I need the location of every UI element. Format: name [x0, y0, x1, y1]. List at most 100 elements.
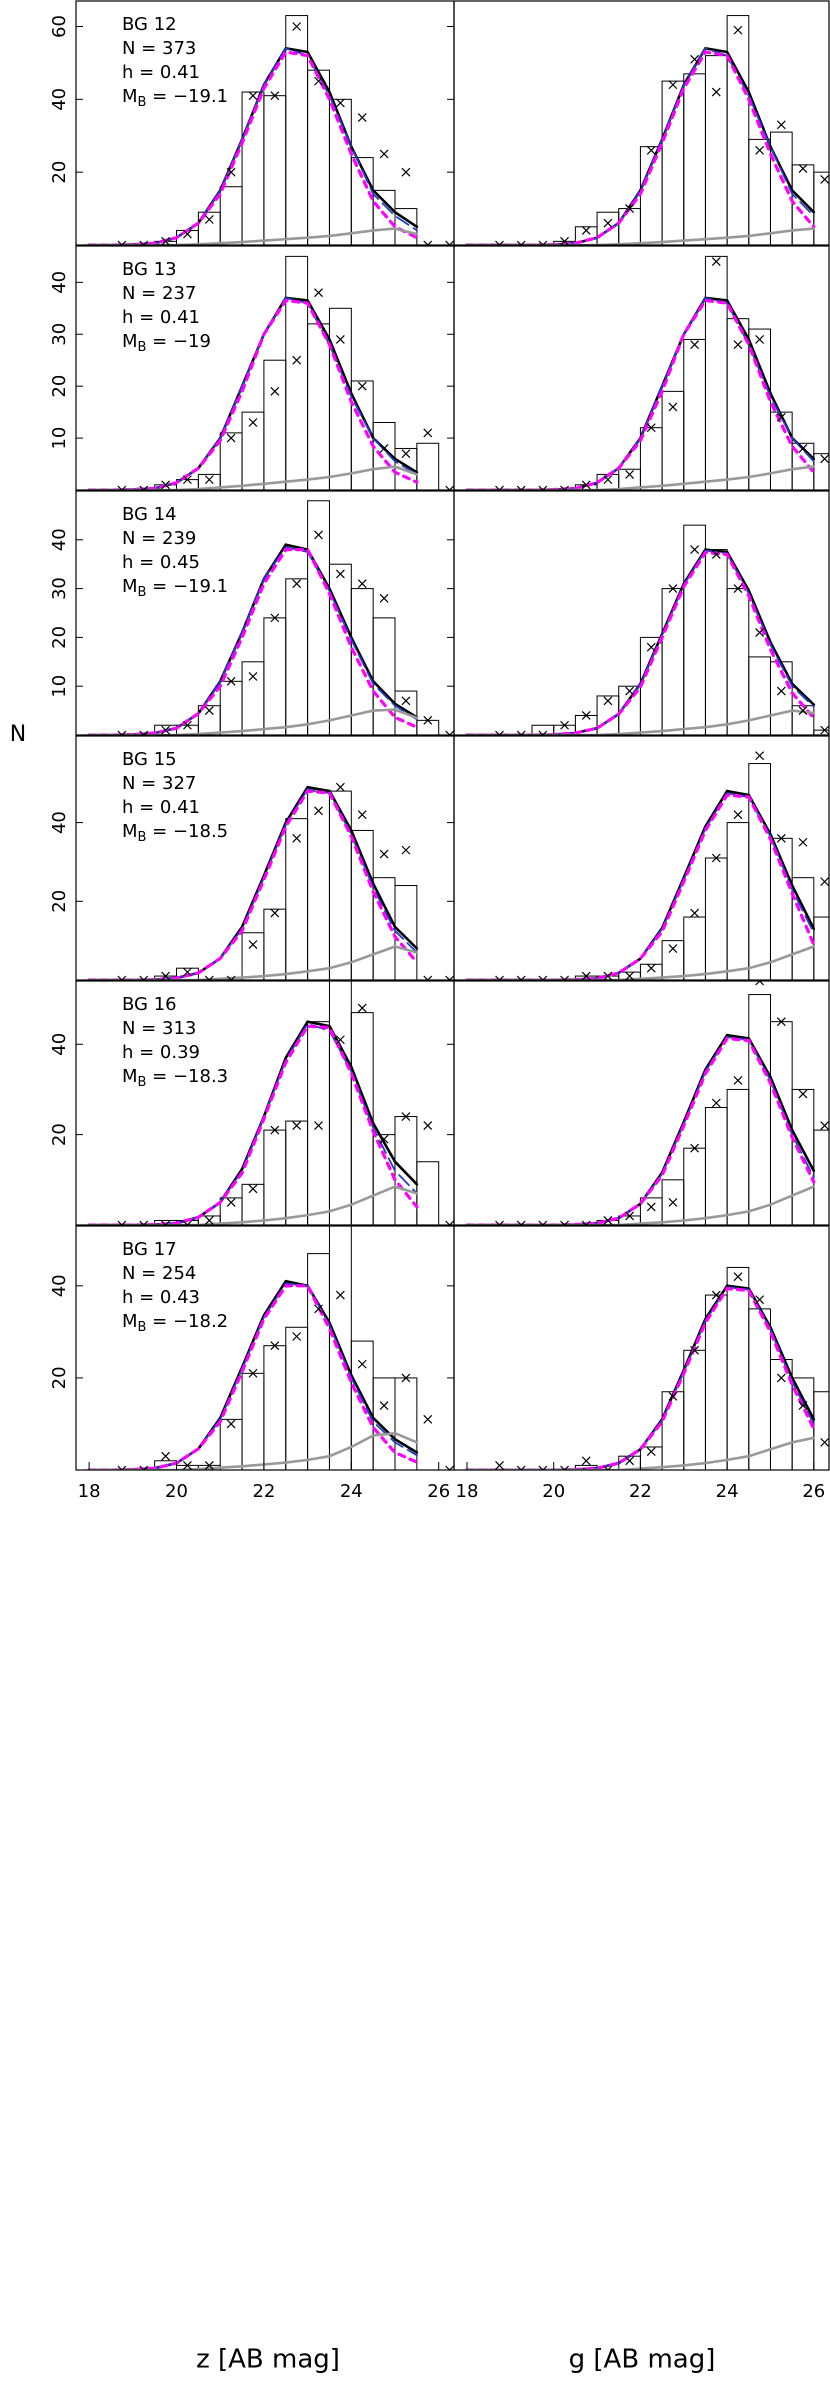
data-point [117, 485, 127, 490]
histogram-bar [416, 719, 440, 735]
data-point [161, 236, 171, 245]
data-point [139, 485, 149, 490]
panel [87, 500, 454, 735]
data-point [183, 1220, 192, 1225]
data-point [516, 240, 526, 245]
data-point [161, 971, 171, 980]
data-point [117, 730, 127, 735]
data-point [292, 1121, 302, 1131]
annotation: h = 0.39 [122, 1042, 200, 1063]
histogram-bar [726, 1088, 750, 1225]
annotation-symbol: M [122, 1311, 138, 1332]
data-point [581, 226, 591, 235]
model-curve [88, 546, 418, 735]
x-tick-label: 22 [629, 1481, 652, 1502]
y-tick-label: 10 [49, 427, 70, 450]
histogram-bar [748, 656, 771, 735]
data-point [560, 975, 569, 980]
histogram-bar [704, 549, 728, 735]
y-tick-label: 40 [49, 528, 70, 551]
data-point [204, 475, 214, 485]
data-point [581, 971, 591, 980]
data-point [357, 1359, 367, 1369]
data-point [733, 1075, 743, 1085]
data-point [248, 1184, 258, 1194]
panel [87, 15, 454, 245]
y-tick-label: 20 [49, 890, 70, 913]
data-point [495, 1220, 504, 1225]
data-point [248, 940, 258, 950]
histogram-bar [704, 55, 728, 245]
data-point [625, 204, 635, 214]
annotation: N = 373 [122, 38, 196, 59]
data-point [161, 725, 171, 735]
data-point [270, 908, 280, 918]
data-point [292, 1332, 302, 1341]
histogram-bar [307, 500, 330, 735]
data-point [690, 1143, 700, 1153]
data-point [646, 1202, 656, 1212]
data-point [161, 480, 171, 490]
histogram-bar [328, 563, 352, 735]
histogram-bar [394, 690, 418, 735]
histogram-bar [307, 790, 330, 980]
data-point [495, 485, 504, 490]
histogram-bar [219, 680, 243, 735]
annotation: h = 0.41 [122, 797, 200, 818]
annotation-subscript: B [138, 1075, 147, 1090]
histogram-bar [263, 617, 287, 735]
annotation: N = 327 [122, 773, 196, 794]
data-point [226, 975, 236, 980]
histogram-bar [661, 80, 685, 245]
model-curve [87, 1279, 419, 1470]
annotation: N = 313 [122, 1018, 196, 1039]
data-point [314, 806, 323, 816]
histogram-bar [285, 578, 309, 735]
histogram-bar [372, 1377, 396, 1470]
data-point [226, 433, 236, 443]
data-point [755, 335, 765, 344]
data-point [516, 975, 526, 980]
annotation: BG 15 [122, 749, 177, 770]
data-point [292, 355, 302, 365]
data-point [401, 845, 411, 855]
annotation-value: = −19.1 [146, 576, 228, 597]
data-point [292, 833, 302, 843]
data-point [401, 696, 411, 706]
histogram-bar [285, 1120, 309, 1225]
data-point [139, 1220, 149, 1225]
histogram-bar [263, 1345, 287, 1470]
model-curve [87, 465, 419, 490]
data-point [117, 1465, 127, 1470]
annotation: N = 239 [122, 528, 196, 549]
data-point [270, 1125, 280, 1135]
panel [465, 1266, 829, 1470]
data-point [379, 593, 389, 603]
data-point [379, 849, 389, 859]
annotation-symbol: M [122, 1066, 138, 1087]
histogram-bar [704, 1107, 728, 1225]
data-point [690, 545, 700, 554]
y-tick-label: 30 [49, 577, 70, 600]
data-point [183, 1460, 192, 1470]
data-point [603, 1465, 613, 1470]
annotation: BG 14 [122, 504, 177, 525]
data-point [798, 444, 808, 453]
data-point [226, 1419, 236, 1429]
histogram-bar [394, 1116, 418, 1225]
model-curve [465, 1286, 816, 1470]
data-point [139, 730, 149, 735]
histogram-bar [726, 15, 750, 245]
panel-frame [453, 1225, 830, 1471]
histogram-bar [263, 1129, 287, 1225]
data-point [270, 613, 280, 623]
data-point [335, 98, 345, 108]
model-curve [466, 1036, 815, 1225]
annotation: BG 16 [122, 994, 177, 1015]
annotation: MB = −18.3 [122, 1066, 228, 1090]
data-point [668, 1197, 678, 1207]
histogram-bar [748, 994, 771, 1225]
histogram-bar [704, 255, 728, 490]
data-point [183, 967, 192, 977]
